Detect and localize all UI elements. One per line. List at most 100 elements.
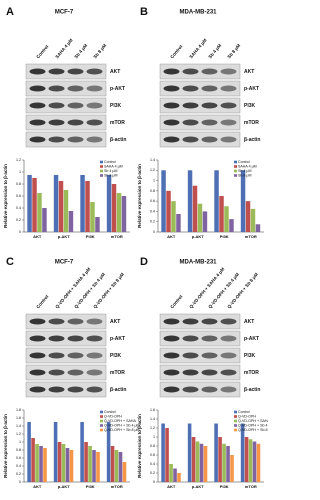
blot-band bbox=[29, 369, 46, 376]
blot-band bbox=[182, 119, 199, 126]
bar bbox=[256, 443, 261, 482]
y-tick-label: 0.8 bbox=[150, 444, 155, 448]
lane-label: Sb 8 μM bbox=[226, 43, 241, 60]
bar bbox=[57, 442, 62, 482]
blot-strip bbox=[159, 313, 241, 330]
bar bbox=[65, 448, 70, 482]
blot-band bbox=[67, 386, 84, 393]
y-tick-label: 0.4 bbox=[150, 462, 155, 466]
blot-strip bbox=[159, 347, 241, 364]
protein-label: p-AKT bbox=[244, 336, 259, 342]
y-tick-label: 1.6 bbox=[16, 416, 21, 420]
legend-label: Q-VD-OPH + Sb 4 μM bbox=[104, 423, 140, 427]
bar bbox=[192, 185, 198, 232]
bar bbox=[92, 450, 96, 482]
legend-swatch bbox=[100, 415, 103, 418]
blot-band bbox=[201, 352, 218, 359]
protein-label: PI3K bbox=[244, 353, 256, 359]
bar bbox=[42, 208, 47, 232]
bar bbox=[106, 422, 111, 482]
protein-label: β-actin bbox=[244, 137, 260, 143]
legend-swatch bbox=[100, 428, 103, 432]
legend-swatch bbox=[234, 428, 237, 432]
protein-label: mTOR bbox=[244, 370, 259, 376]
blot-strip bbox=[159, 80, 241, 97]
protein-label: AKT bbox=[244, 69, 254, 75]
bar bbox=[199, 443, 204, 482]
blot-band bbox=[48, 119, 65, 126]
y-axis-label: Relative expression to β-actin bbox=[137, 164, 142, 228]
blot-band bbox=[163, 335, 180, 342]
x-tick-label: PI3K bbox=[220, 484, 229, 489]
y-tick-label: 0.6 bbox=[150, 199, 155, 203]
panel-letter: C bbox=[6, 256, 14, 268]
lane-label: Sb 4 μM bbox=[73, 43, 88, 60]
protein-label: p-AKT bbox=[110, 86, 125, 92]
blot-band bbox=[220, 335, 237, 342]
y-tick-label: 0 bbox=[19, 230, 21, 234]
bar bbox=[110, 446, 115, 482]
bar bbox=[35, 444, 39, 482]
blot-strip bbox=[159, 364, 241, 381]
blot-band bbox=[201, 335, 218, 342]
protein-label: AKT bbox=[244, 319, 254, 325]
bar bbox=[31, 438, 35, 482]
legend-label: SAHA 4 μM bbox=[104, 164, 123, 168]
legend-swatch bbox=[100, 169, 103, 173]
y-tick-label: 1.6 bbox=[150, 408, 155, 412]
legend-label: Q-VD-OPH + SAHA bbox=[238, 419, 268, 423]
blot-band bbox=[67, 119, 84, 126]
bar bbox=[202, 211, 208, 232]
blot-band bbox=[86, 119, 103, 126]
y-tick-label: 1.4 bbox=[150, 158, 155, 162]
x-tick-label: PI3K bbox=[220, 234, 229, 239]
y-tick-label: 1 bbox=[153, 435, 155, 439]
blot-band bbox=[48, 85, 65, 92]
legend-label: Sb 4 μM bbox=[238, 169, 251, 173]
blot-band bbox=[86, 352, 103, 359]
y-tick-label: 0.6 bbox=[150, 453, 155, 457]
blot-band bbox=[220, 386, 237, 393]
blot-band bbox=[29, 68, 46, 75]
legend-swatch bbox=[100, 424, 103, 427]
y-tick-label: 0.6 bbox=[16, 194, 21, 198]
blot-band bbox=[48, 102, 65, 109]
blot-band bbox=[201, 386, 218, 393]
protein-label: AKT bbox=[110, 69, 120, 75]
blot-band bbox=[163, 352, 180, 359]
blot-band bbox=[182, 352, 199, 359]
blot-band bbox=[182, 85, 199, 92]
blot-band bbox=[220, 136, 237, 143]
legend-label: Q-VD-OPH bbox=[238, 414, 256, 418]
bar bbox=[84, 442, 88, 482]
legend-label: Control bbox=[104, 160, 116, 164]
blot-band bbox=[201, 85, 218, 92]
blot-band bbox=[67, 318, 84, 325]
bar bbox=[27, 422, 31, 482]
protein-label: p-AKT bbox=[244, 86, 259, 92]
legend-swatch bbox=[234, 160, 237, 164]
bar bbox=[27, 175, 32, 232]
x-tick-label: p-AKT bbox=[58, 234, 71, 239]
protein-label: β-actin bbox=[110, 387, 126, 393]
blot-band bbox=[220, 68, 237, 75]
y-tick-label: 0 bbox=[19, 480, 21, 484]
legend-swatch bbox=[234, 169, 237, 173]
blot-strip bbox=[25, 80, 107, 97]
bar bbox=[252, 441, 257, 482]
y-tick-label: 1.2 bbox=[16, 158, 21, 162]
legend-swatch bbox=[234, 174, 237, 177]
y-tick-label: 0 bbox=[153, 230, 155, 234]
blot-band bbox=[48, 68, 65, 75]
y-tick-label: 1.2 bbox=[150, 426, 155, 430]
bar bbox=[203, 446, 208, 482]
protein-label: mTOR bbox=[244, 120, 259, 126]
legend-swatch bbox=[234, 415, 237, 418]
y-tick-label: 1.4 bbox=[150, 417, 155, 421]
bar bbox=[69, 450, 74, 482]
bar bbox=[96, 452, 100, 482]
x-tick-label: AKT bbox=[33, 234, 42, 239]
blot-strip bbox=[159, 381, 241, 398]
blot-band bbox=[201, 136, 218, 143]
